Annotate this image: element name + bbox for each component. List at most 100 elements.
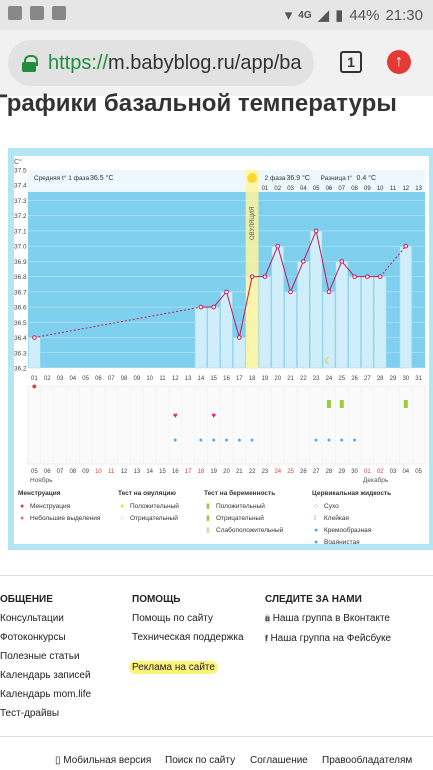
date-label: 30 (351, 469, 358, 475)
legend-title: Тест на овуляцию (118, 490, 176, 497)
temperature-line-segment (226, 291, 240, 338)
ovulation-band (245, 170, 259, 368)
date-label: 01 (364, 469, 371, 475)
footer-link-facebook[interactable]: f Наша группа на Фейсбуке (265, 633, 391, 645)
temperature-point (262, 274, 268, 279)
symptom-grid (27, 385, 426, 465)
image-icon (30, 6, 44, 20)
footer-bar: ▯ Мобильная версия Поиск по сайту Соглаш… (0, 736, 433, 766)
legend-icon: ● (20, 503, 24, 510)
cycle-day-label: 27 (364, 376, 371, 382)
status-bar: ▾ 4G ◢ ▮ 44% 21:30 (0, 0, 433, 30)
legend-item: Кремообразная (324, 526, 372, 534)
legend-item: Сухо (324, 503, 339, 510)
footer-link-photo-contests[interactable]: Фотоконкурсы (0, 632, 66, 643)
pregnancy-test-mark (403, 400, 408, 408)
temperature-point (365, 274, 370, 279)
legend-icon: I (314, 515, 316, 522)
temperature-bar (258, 276, 272, 369)
temperature-bar (28, 337, 41, 369)
footer-link-calendar[interactable]: Календарь записей (0, 670, 91, 681)
date-label: 05 (415, 469, 422, 475)
phase-header (28, 170, 425, 192)
temperature-line-segment (379, 245, 407, 277)
chart-svg: C° 37.5 37.4 37.3 37.2 37.1 37.0 36.9 36.8 36.7 36… (14, 158, 426, 567)
date-label: 09 (82, 469, 89, 475)
y-tick-label: 37.3 (14, 198, 27, 205)
date-label: 13 (134, 469, 141, 475)
cycle-day-label: 05 (82, 376, 89, 382)
temperature-line-segment (238, 276, 253, 338)
pregnancy-test-mark (339, 400, 344, 408)
y-tick-label: 37.4 (14, 183, 27, 190)
copyright-holders-link[interactable]: Правообладателям (322, 755, 413, 766)
y-tick-label: 37.1 (14, 228, 27, 235)
date-label: 21 (236, 469, 243, 475)
legend-item: Отрицательный (130, 514, 178, 522)
date-label: 14 (146, 469, 153, 475)
temperature-point (211, 304, 216, 310)
phase2-day-header: 01 (262, 186, 269, 192)
cycle-day-label: 28 (377, 376, 384, 382)
date-label: 04 (402, 469, 409, 475)
temperature-line-segment (315, 230, 330, 292)
temperature-line-segment (34, 306, 201, 339)
legend-item: Слабоположительный (216, 526, 284, 534)
y-tick-label: 36.7 (14, 289, 27, 296)
cycle-day-label: 22 (300, 376, 307, 382)
date-label: 08 (69, 469, 76, 475)
footer-col-title: ОБЩЕНИЕ (0, 594, 53, 605)
page-title: Графики базальной температуры (0, 90, 397, 117)
phase2-day-header: 13 (415, 186, 422, 192)
temperature-line-segment (213, 291, 227, 308)
footer-link-test-drives[interactable]: Тест-драйвы (0, 708, 60, 719)
footer-link-momlife[interactable]: Календарь mom.life (0, 689, 92, 700)
tabs-button[interactable]: 1 (340, 51, 362, 73)
y-tick-label: 37.0 (14, 244, 27, 251)
footer-link-consultations[interactable]: Консультации (0, 613, 64, 624)
footer-col-community: ОБЩЕНИЕ Консультации Фотоконкурсы Полезн… (0, 594, 91, 727)
phase1-value: 36.5 °C (90, 174, 113, 182)
temperature-point (288, 289, 293, 295)
cycle-day-label: 15 (210, 376, 217, 382)
phase2-day-header: 07 (338, 186, 345, 192)
footer-link-advertising[interactable]: Реклама на сайте (129, 661, 218, 674)
signal-icon: ▾ (284, 7, 293, 24)
browser-toolbar: https:// m.babyblog.ru/app/ba 1 ↑ (0, 30, 433, 96)
network-type: 4G (298, 9, 312, 21)
legend-icon: ● (120, 503, 124, 510)
cycle-day-label: 17 (236, 376, 243, 382)
mobile-version-link[interactable]: ▯ Мобильная версия (55, 755, 152, 766)
date-label: 19 (210, 469, 217, 475)
date-label: 24 (274, 469, 281, 475)
footer: ОБЩЕНИЕ Консультации Фотоконкурсы Полезн… (0, 575, 433, 770)
address-bar[interactable]: https:// m.babyblog.ru/app/ba (8, 40, 314, 86)
site-search-link[interactable]: Поиск по сайту (165, 755, 236, 766)
cell-signal-icon: ◢ (317, 7, 330, 24)
footer-link-help[interactable]: Помощь по сайту (132, 613, 213, 624)
footer-link-vk[interactable]: в Наша группа в Вконтакте (265, 613, 391, 625)
legend-icon: ○ (120, 515, 124, 522)
cycle-day-label: 23 (313, 376, 320, 382)
legend-item: Положительный (216, 502, 265, 510)
temperature-bar (233, 337, 246, 369)
agreement-link[interactable]: Соглашение (250, 755, 308, 766)
footer-link-support[interactable]: Техническая поддержка (132, 632, 244, 643)
date-label: 28 (326, 469, 333, 475)
ovulation-label: ОВУЛЯЦИЯ (250, 207, 256, 240)
footer-col-help: ПОМОЩЬ Помощь по сайту Техническая подде… (129, 594, 244, 682)
cycle-day-label: 03 (57, 376, 64, 382)
footer-link-articles[interactable]: Полезные статьи (0, 651, 80, 662)
phase2-label: 2 фаза (265, 175, 286, 182)
legend-item: Менструация (30, 503, 71, 510)
legend-icon: ○ (314, 503, 318, 510)
cycle-day-label: 08 (121, 376, 128, 382)
cycle-day-label: 18 (249, 376, 256, 382)
url-scheme: https:// (48, 51, 109, 74)
update-icon[interactable]: ↑ (387, 50, 411, 74)
temperature-line-segment (264, 245, 279, 277)
date-label: 23 (262, 469, 269, 475)
legend-item: Небольшие выделения (30, 514, 101, 522)
temperature-point (326, 289, 332, 295)
cervical-fluid-icon: ● (250, 437, 254, 444)
